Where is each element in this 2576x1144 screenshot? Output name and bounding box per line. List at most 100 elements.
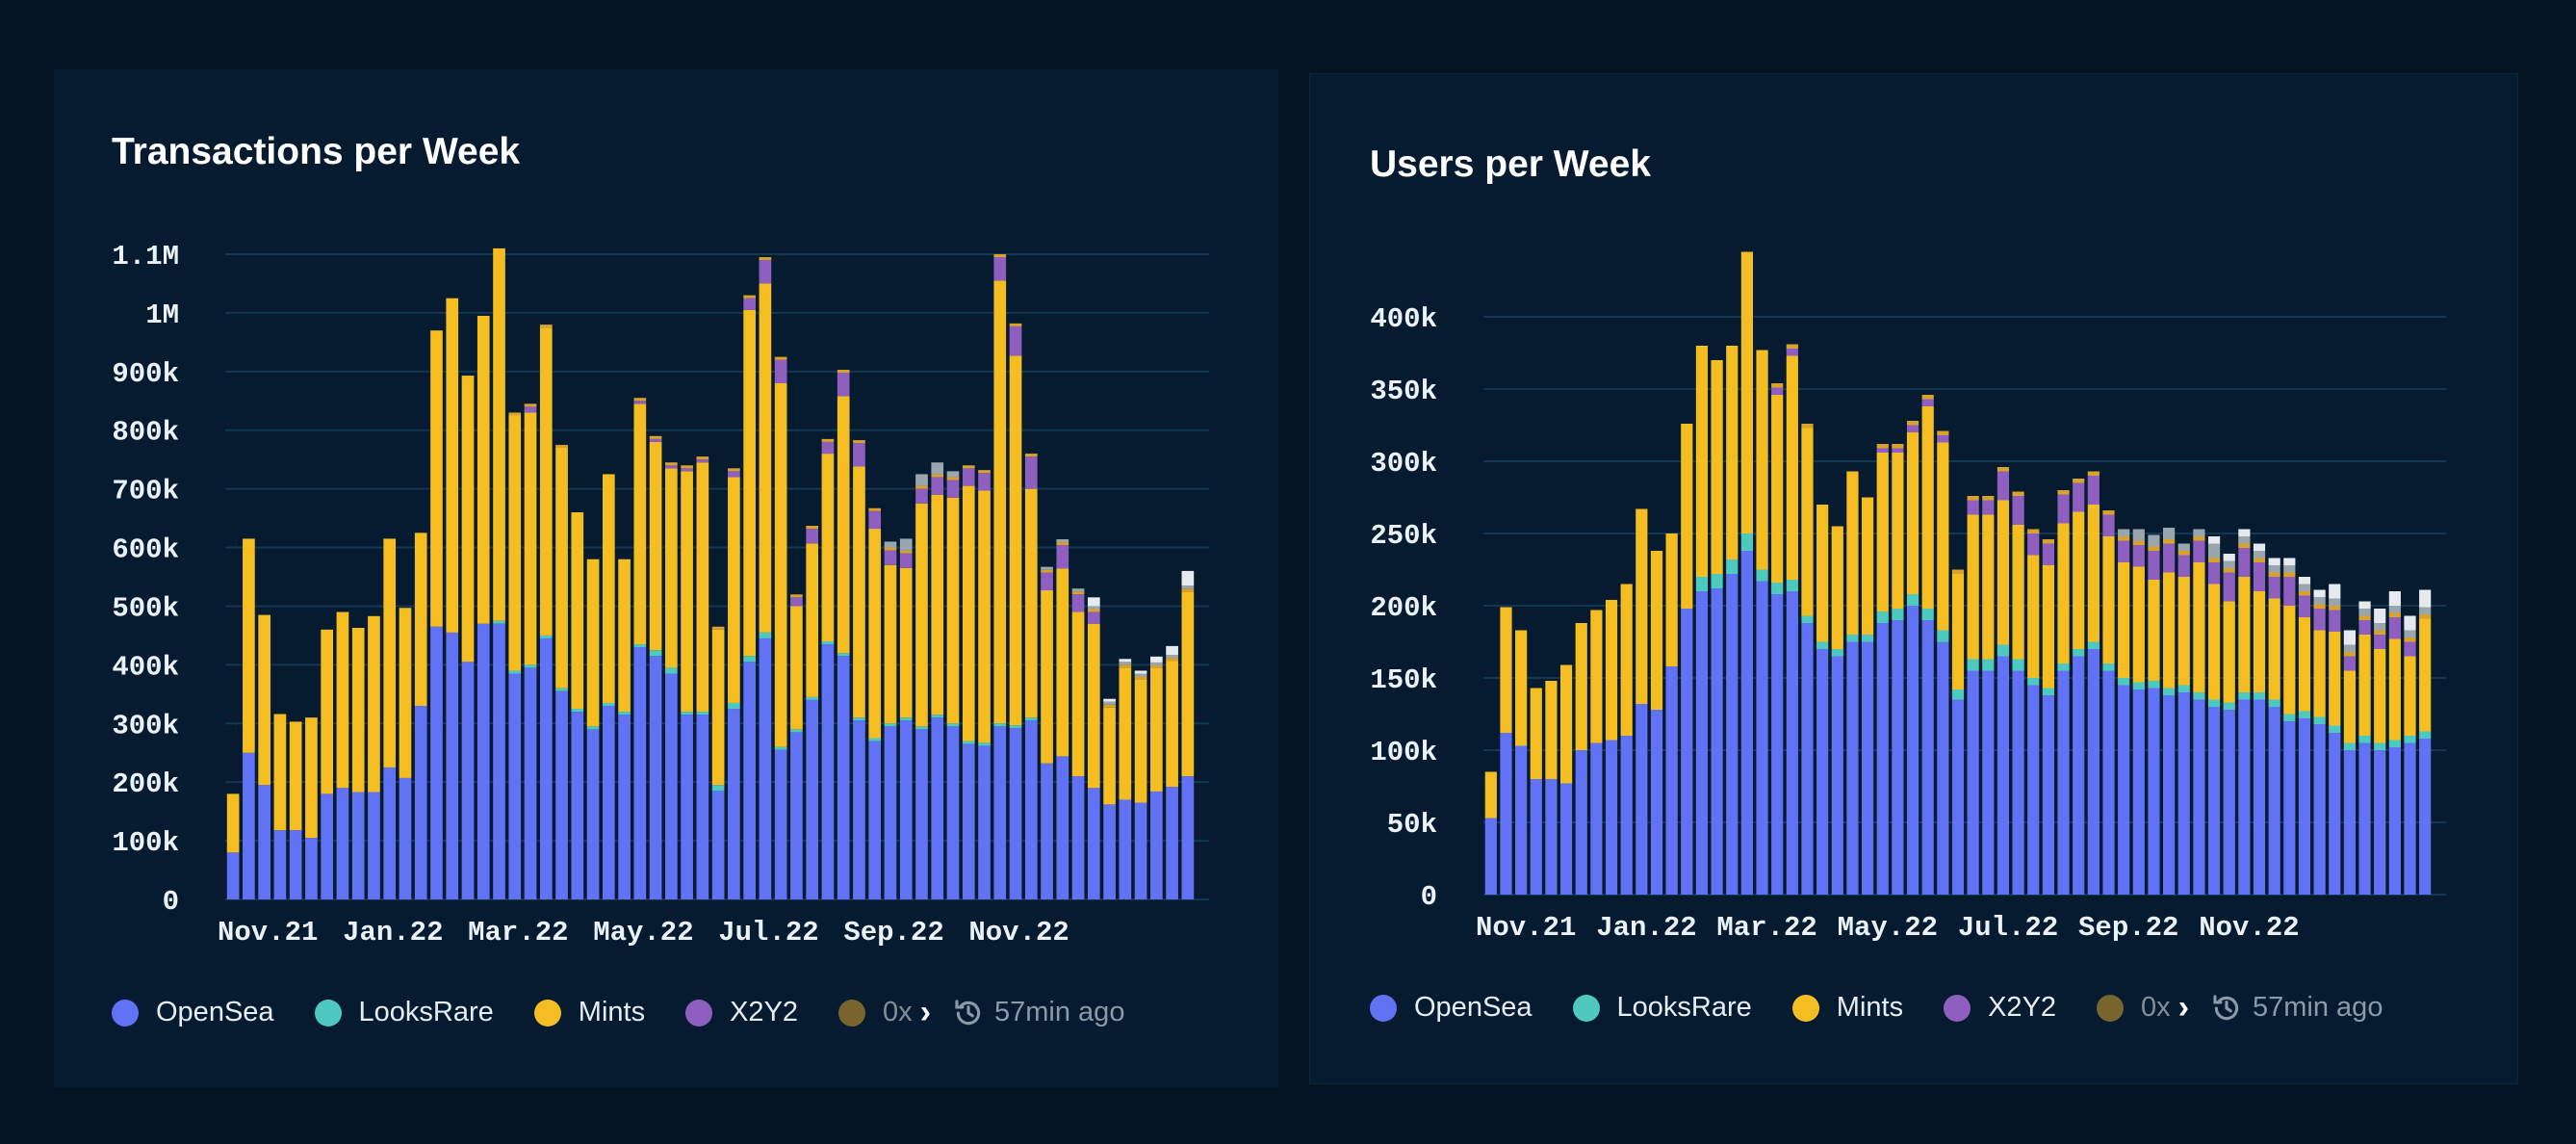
bar-segment-x2y2[interactable]	[1056, 545, 1069, 569]
bar-segment-looksrare[interactable]	[806, 696, 819, 700]
bar-segment-misc[interactable]	[1103, 698, 1116, 702]
bar-segment-mints[interactable]	[2329, 632, 2341, 726]
bar-segment-mints[interactable]	[289, 721, 302, 831]
bar-segment-other[interactable]	[1134, 673, 1147, 677]
bar-segment-other[interactable]	[2132, 529, 2145, 541]
bar-segment-mints[interactable]	[336, 611, 349, 789]
chevron-right-icon[interactable]: ›	[2177, 989, 2190, 1026]
bar-segment-looksrare[interactable]	[1786, 580, 1798, 591]
bar-segment-misc[interactable]	[2283, 558, 2296, 566]
bar-segment-mints[interactable]	[1024, 488, 1038, 718]
bar-segment-opensea[interactable]	[2388, 747, 2401, 895]
bar-segment-opensea[interactable]	[1515, 745, 1528, 896]
bar-segment-looksrare[interactable]	[1906, 594, 1919, 606]
bar-segment-opensea[interactable]	[477, 623, 490, 899]
bar-segment-opensea[interactable]	[743, 662, 756, 899]
bar-segment-opensea[interactable]	[2419, 739, 2432, 895]
bar-segment-x2y2[interactable]	[962, 468, 975, 486]
bar-segment-opensea[interactable]	[2298, 718, 2311, 895]
bar-segment-looksrare[interactable]	[728, 702, 740, 710]
bar-segment-misc[interactable]	[2298, 577, 2311, 585]
bar-segment-opensea[interactable]	[884, 726, 897, 899]
bar-segment-x2y2[interactable]	[2118, 540, 2130, 563]
bar-segment-mints[interactable]	[696, 462, 709, 713]
bar-segment-other[interactable]	[2419, 607, 2432, 615]
bar-segment-x2y2[interactable]	[2012, 496, 2024, 525]
bar-segment-0x[interactable]	[884, 547, 897, 551]
bar-segment-mints[interactable]	[2298, 617, 2311, 712]
bar-segment-opensea[interactable]	[273, 830, 287, 899]
bar-segment-misc[interactable]	[2374, 609, 2386, 623]
bar-segment-looksrare[interactable]	[524, 664, 537, 668]
bar-segment-0x[interactable]	[1996, 467, 2010, 472]
bar-segment-mints[interactable]	[1786, 355, 1798, 581]
bar-segment-mints[interactable]	[728, 477, 740, 703]
bar-segment-opensea[interactable]	[1041, 763, 1053, 899]
bar-segment-looksrare[interactable]	[681, 712, 693, 715]
bar-segment-misc[interactable]	[2253, 543, 2266, 552]
bar-segment-mints[interactable]	[2087, 505, 2099, 642]
bar-segment-opensea[interactable]	[649, 656, 662, 899]
bar-segment-mints[interactable]	[477, 315, 490, 624]
bar-segment-opensea[interactable]	[1740, 551, 1753, 895]
bar-segment-opensea[interactable]	[289, 830, 302, 899]
bar-segment-0x[interactable]	[2358, 615, 2371, 621]
bar-segment-0x[interactable]	[539, 325, 553, 328]
bar-segment-mints[interactable]	[1515, 630, 1528, 746]
bar-segment-0x[interactable]	[2087, 471, 2099, 477]
bar-segment-0x[interactable]	[665, 462, 678, 466]
bar-segment-opensea[interactable]	[2207, 707, 2221, 895]
bar-segment-mints[interactable]	[1937, 442, 1949, 631]
bar-segment-looksrare[interactable]	[1876, 611, 1889, 623]
bar-segment-mints[interactable]	[2027, 555, 2040, 679]
bar-segment-looksrare[interactable]	[946, 723, 960, 727]
legend-item-0x[interactable]: 0x	[2097, 992, 2171, 1024]
bar-segment-opensea[interactable]	[1119, 799, 1132, 899]
bar-segment-0x[interactable]	[2193, 536, 2205, 541]
bar-segment-opensea[interactable]	[1620, 736, 1633, 895]
bar-segment-mints[interactable]	[1967, 514, 1979, 660]
bar-segment-misc[interactable]	[2343, 630, 2357, 645]
bar-segment-x2y2[interactable]	[1996, 471, 2010, 501]
bar-segment-x2y2[interactable]	[728, 471, 740, 478]
bar-segment-opensea[interactable]	[790, 732, 803, 899]
bar-segment-looksrare[interactable]	[2223, 702, 2235, 711]
bar-segment-mints[interactable]	[1665, 533, 1678, 666]
bar-segment-mints[interactable]	[1816, 505, 1829, 642]
bar-segment-opensea[interactable]	[821, 644, 835, 899]
bar-segment-opensea[interactable]	[1756, 581, 1768, 896]
bar-segment-0x[interactable]	[681, 465, 693, 469]
bar-segment-mints[interactable]	[665, 468, 678, 668]
bar-segment-other[interactable]	[899, 538, 913, 551]
bar-segment-opensea[interactable]	[633, 647, 647, 899]
bar-segment-mints[interactable]	[681, 471, 693, 713]
bar-segment-mints[interactable]	[806, 543, 819, 697]
bar-segment-opensea[interactable]	[226, 852, 240, 899]
bar-segment-other[interactable]	[1056, 539, 1069, 543]
bar-segment-misc[interactable]	[2207, 536, 2221, 544]
bar-segment-0x[interactable]	[1071, 591, 1085, 595]
bar-segment-0x[interactable]	[2253, 558, 2266, 563]
bar-segment-opensea[interactable]	[2223, 710, 2235, 895]
bar-segment-looksrare[interactable]	[2253, 692, 2266, 700]
bar-segment-opensea[interactable]	[1484, 818, 1497, 896]
bar-segment-opensea[interactable]	[383, 767, 397, 899]
bar-segment-mints[interactable]	[1500, 607, 1512, 734]
bar-segment-mints[interactable]	[1982, 514, 1995, 660]
bar-segment-opensea[interactable]	[1605, 740, 1618, 896]
bar-segment-0x[interactable]	[649, 435, 662, 439]
bar-segment-looksrare[interactable]	[2012, 659, 2024, 671]
bar-segment-looksrare[interactable]	[2343, 742, 2357, 751]
bar-segment-opensea[interactable]	[1166, 787, 1178, 899]
bar-segment-0x[interactable]	[1967, 496, 1979, 501]
bar-segment-x2y2[interactable]	[1892, 448, 1904, 454]
bar-segment-looksrare[interactable]	[1756, 569, 1768, 582]
bar-segment-opensea[interactable]	[2283, 721, 2296, 895]
bar-segment-opensea[interactable]	[1786, 591, 1798, 895]
bar-segment-x2y2[interactable]	[931, 477, 944, 495]
bar-segment-x2y2[interactable]	[1041, 572, 1053, 591]
bar-segment-opensea[interactable]	[1726, 574, 1739, 895]
bar-segment-mints[interactable]	[915, 503, 928, 727]
bar-segment-opensea[interactable]	[1846, 641, 1859, 896]
bar-segment-0x[interactable]	[993, 254, 1007, 258]
